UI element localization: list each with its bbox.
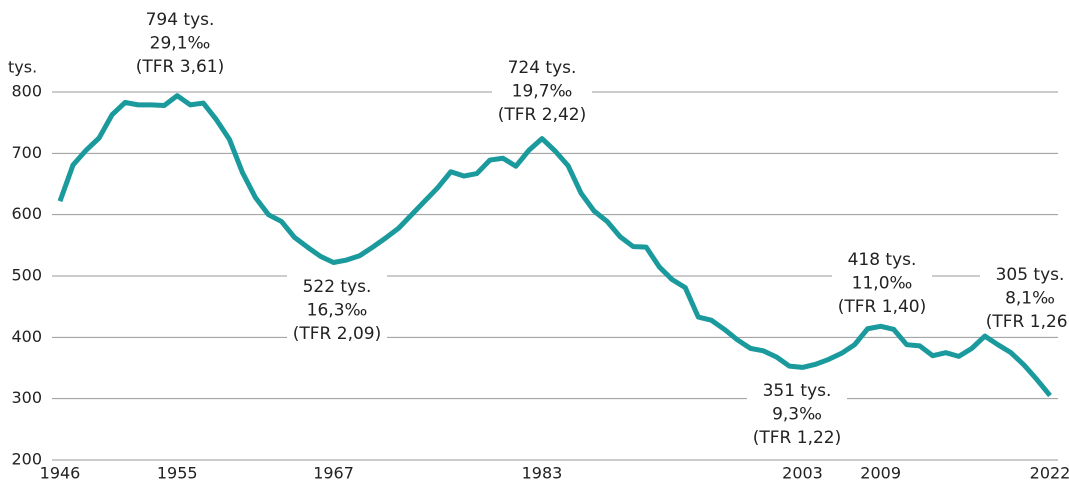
annotation: (TFR 1,26) [986,312,1069,332]
y-tick-label: 800 [11,82,42,101]
annotation: (TFR 1,40) [838,297,927,317]
annotation-background [287,275,387,347]
annotation-background [832,248,932,320]
annotation: 418 tys. [848,250,917,270]
annotation-background [747,379,847,451]
y-tick-label: 300 [11,388,42,407]
annotation: 305 tys. [996,265,1065,285]
x-tick-label: 1955 [157,464,198,483]
x-tick-label: 2009 [860,464,901,483]
y-tick-label: 700 [11,143,42,162]
annotation: 8,1‰ [1005,289,1055,309]
data-line [57,93,1052,398]
x-tick-label: 1946 [40,464,81,483]
annotation-background [130,8,230,80]
y-tick-label: 200 [11,450,42,469]
y-tick-label: 500 [11,266,42,285]
x-tick-label: 1983 [522,464,563,483]
annotation: (TFR 3,61) [136,57,225,77]
annotation: 351 tys. [763,381,832,401]
annotation-background [492,56,592,128]
x-tick-label: 2003 [782,464,823,483]
y-tick-label: 400 [11,327,42,346]
y-tick-label: 600 [11,204,42,223]
y-axis-label: tys. [8,58,37,77]
annotation: 16,3‰ [307,301,368,321]
annotation: (TFR 1,22) [753,428,842,448]
x-tick-label: 1967 [313,464,354,483]
annotation: 522 tys. [303,277,372,297]
annotation: 724 tys. [508,58,577,78]
annotation: 19,7‰ [512,82,573,102]
annotation: (TFR 2,09) [293,324,382,344]
annotation: 29,1‰ [150,34,211,54]
annotation: 11,0‰ [852,274,913,294]
annotation: 9,3‰ [772,405,822,425]
annotation: 794 tys. [146,10,215,30]
x-tick-label: 2022 [1030,464,1069,483]
annotation: (TFR 2,42) [498,105,587,125]
annotation-background [980,263,1069,335]
